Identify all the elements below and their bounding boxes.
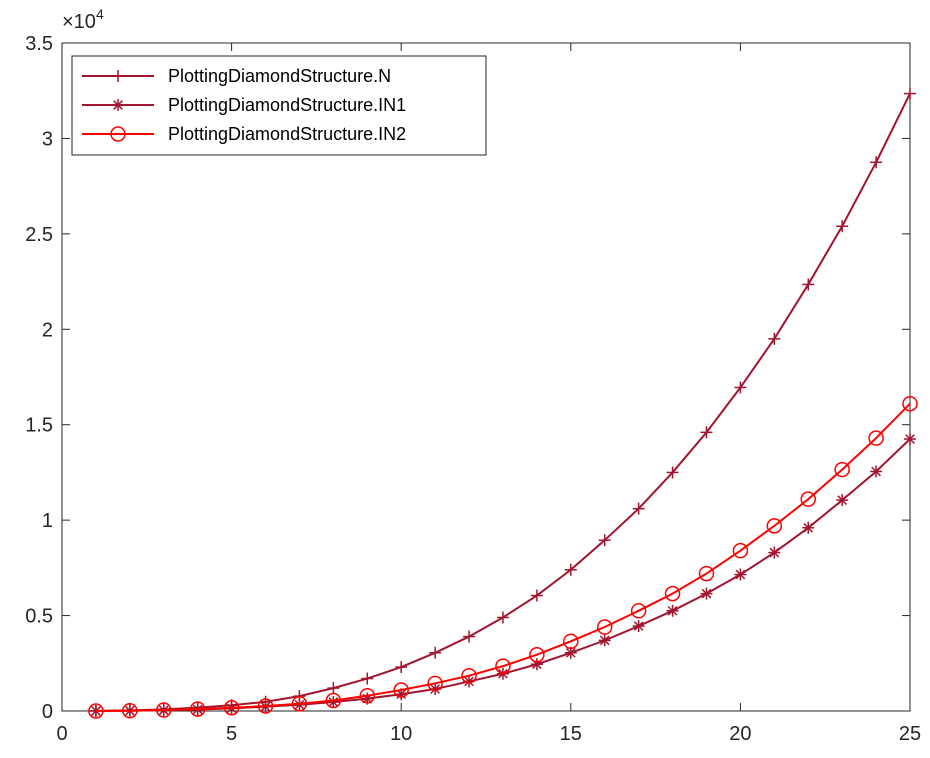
series-3-point (393, 682, 409, 698)
series-3-point (291, 695, 308, 712)
y-tick-label: 0.5 (25, 606, 53, 628)
x-tick-label: 25 (899, 723, 921, 745)
series-2-point (430, 684, 440, 694)
y-tick-label: 3 (42, 128, 53, 150)
series-3-point (596, 619, 613, 635)
series-3-point (563, 633, 579, 650)
series-3-point (732, 542, 749, 559)
series-3-point (664, 585, 681, 602)
series-3-point (359, 687, 376, 704)
series-2-point (735, 569, 746, 580)
y-tick-label: 1.5 (25, 415, 53, 437)
series-2-point (667, 605, 678, 616)
y-tick-label: 3.5 (25, 33, 53, 55)
x-tick-label: 15 (560, 723, 582, 745)
series-3-point (461, 667, 477, 684)
series-3-point (88, 703, 104, 719)
series-3-point (427, 675, 443, 692)
series-2-point (565, 647, 576, 658)
series-3-point (156, 702, 172, 718)
y-tick-label: 0 (42, 701, 53, 723)
x-tick-label: 5 (226, 723, 237, 745)
y-axis-exponent: ×104 (62, 6, 104, 33)
series-3-point (834, 461, 850, 478)
series-3-point (189, 701, 206, 717)
series-2-point (837, 495, 848, 505)
series-3-point (257, 698, 274, 714)
y-tick-label: 1 (42, 510, 53, 532)
series-2-point (701, 588, 712, 599)
series-2-point (599, 635, 610, 646)
x-tick-label: 20 (729, 723, 751, 745)
y-tick-label: 2.5 (25, 224, 53, 246)
series-3-point (495, 658, 511, 674)
legend-swatch-marker (110, 126, 126, 142)
series-3-point (868, 430, 884, 446)
legend-label: PlottingDiamondStructure.IN2 (168, 124, 406, 144)
series-line-3 (95, 403, 911, 712)
series-2-point (633, 621, 644, 631)
series-3-point (325, 692, 342, 709)
series-2-point (769, 547, 780, 558)
series-2-point (871, 466, 881, 477)
legend-label: PlottingDiamondStructure.N (168, 66, 391, 86)
series-3-point (902, 395, 918, 412)
series-3-point (122, 702, 138, 719)
x-tick-label: 0 (56, 723, 67, 745)
series-2-point (905, 434, 915, 444)
series-3-point (630, 603, 647, 619)
y-axis-exponent-power: 4 (96, 6, 104, 22)
y-axis-exponent-base: ×10 (62, 11, 96, 33)
series-3-point (223, 700, 240, 716)
x-tick-label: 10 (390, 723, 412, 745)
legend-swatch-marker (113, 100, 123, 110)
y-tick-label: 2 (42, 319, 53, 341)
series-2-point (803, 522, 814, 533)
series-3-point (529, 646, 545, 663)
legend-label: PlottingDiamondStructure.IN1 (168, 95, 406, 115)
series-3-point (800, 491, 816, 507)
series-3-point (698, 565, 715, 582)
series-2-point (464, 676, 474, 687)
series-3-point (766, 518, 783, 534)
